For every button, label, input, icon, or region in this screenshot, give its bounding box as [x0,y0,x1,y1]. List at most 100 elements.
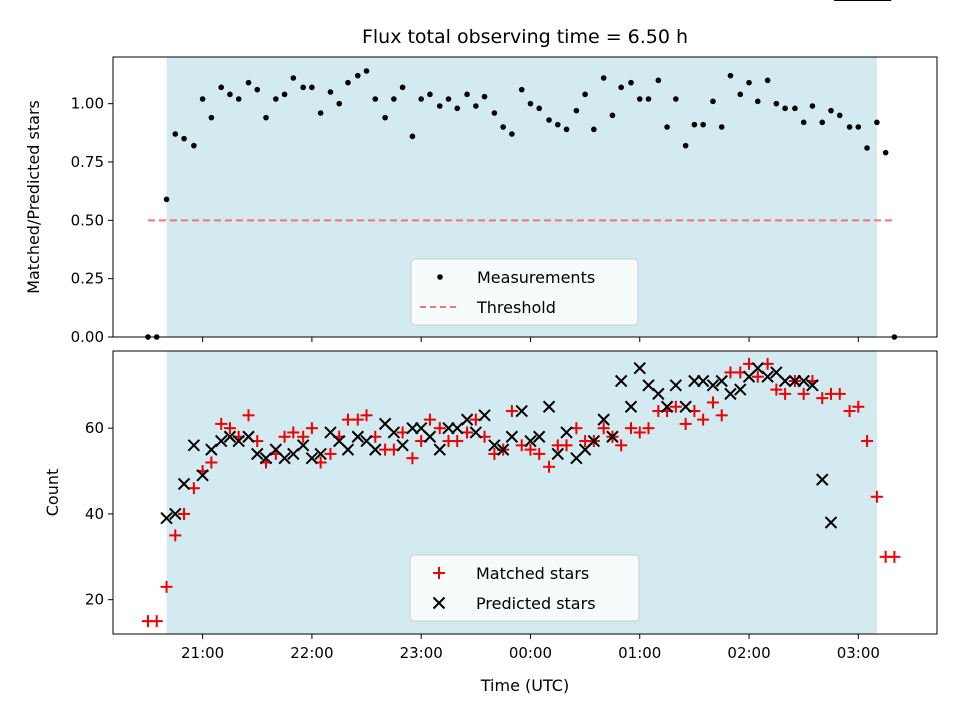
matched-star-point [297,430,310,443]
matched-star-point [423,413,436,426]
predicted-star-point [505,430,519,443]
measurement-point [336,100,343,107]
matched-star-point [396,426,409,439]
matched-star-point [615,439,628,452]
matched-star-point [160,580,173,593]
measurement-point [327,89,334,95]
top-legend: Measurements Threshold [410,258,639,326]
predicted-star-point [524,434,537,448]
measurement-point [582,91,588,98]
legend-matched-label: Matched stars [476,564,589,583]
predicted-star-point [369,443,382,456]
bottom-plot-frame [112,350,938,635]
predicted-star-point [251,447,264,461]
y-tick-label: 60 [85,419,104,437]
predicted-star-point [423,430,437,443]
measurement-point [609,112,616,119]
measurement-point [828,107,834,114]
measurement-point [418,96,424,102]
predicted-star-point [232,434,245,448]
predicted-star-point [696,374,710,388]
measurement-point [600,75,607,81]
predicted-star-point [806,379,819,392]
predicted-star-point [597,413,610,426]
measurement-point [563,126,570,133]
measurement-point [491,110,498,116]
matched-star-point [669,400,682,413]
measurement-point [409,133,416,140]
predicted-stars-points [160,0,892,529]
measurement-point [509,131,515,137]
matched-star-point [715,409,728,422]
predicted-star-point [287,447,300,461]
predicted-star-point [314,447,327,461]
top-panel: 0.00 0.25 0.50 0.75 1.00 Flux total observin… [24,26,938,346]
y-tick-label: 40 [85,505,104,523]
predicted-star-point [652,387,665,401]
measurement-point [754,98,761,105]
measurement-point [809,103,816,109]
measurement-point [737,91,744,98]
legend-measurements-label: Measurements [477,268,595,287]
predicted-star-point [160,512,173,525]
measurements-points [145,68,898,340]
matched-star-point [278,430,291,443]
measurement-point [382,114,388,121]
matched-star-point [797,387,810,400]
measurement-point [227,91,233,98]
measurement-point [819,119,826,126]
predicted-star-point [734,383,747,396]
y-tick-label: 0.25 [71,270,104,288]
matched-star-point [451,435,464,448]
measurement-point [882,149,889,156]
measurement-point [727,72,734,79]
predicted-star-point [797,374,810,388]
measurement-point [218,84,224,91]
x-axis-label: Time (UTC) [480,676,569,695]
predicted-star-point [278,451,291,465]
measurement-point [764,77,771,84]
legend-threshold-label: Threshold [476,298,556,317]
y-tick-label: 1.00 [71,95,104,113]
measurement-point [700,121,706,128]
predicted-star-point [532,430,546,443]
matched-star-point [633,426,646,439]
measurement-point [782,105,788,112]
predicted-star-point [679,400,692,413]
measurement-point [391,96,397,102]
measurement-point [500,124,506,130]
predicted-star-point [606,430,619,443]
predicted-star-point [169,507,182,521]
predicted-star-point [296,439,310,452]
predicted-star-point [778,374,792,388]
predicted-star-point [761,370,774,383]
measurement-point [546,117,552,123]
predicted-star-point [642,379,655,392]
bottom-y-axis-label: Count [43,469,62,517]
predicted-star-point [451,421,464,435]
predicted-star-point [177,477,191,491]
matched-star-point [242,409,255,422]
chart-title: Flux total observing time = 6.50 h [362,26,688,48]
predicted-star-point [496,443,510,456]
measurement-point [436,103,443,109]
matched-star-point [706,396,719,409]
predicted-star-point [724,387,737,401]
predicted-star-point [433,443,446,456]
predicted-star-point [560,426,573,439]
predicted-star-point [551,447,564,461]
measurement-point [518,86,525,93]
measurement-point [682,142,689,149]
measurement-point [399,84,406,91]
measurement-point [527,100,534,107]
top-y-ticks: 0.00 0.25 0.50 0.75 1.00 [71,95,113,346]
measurement-point [172,131,179,137]
measurement-point [746,79,752,86]
predicted-star-point [341,443,355,456]
predicted-star-point [387,426,401,439]
measurement-point [481,93,488,100]
measurement-point [664,124,670,130]
measurement-point [473,103,479,109]
matched-star-point [843,405,856,418]
bottom-y-ticks: 20 40 60 [85,419,113,609]
